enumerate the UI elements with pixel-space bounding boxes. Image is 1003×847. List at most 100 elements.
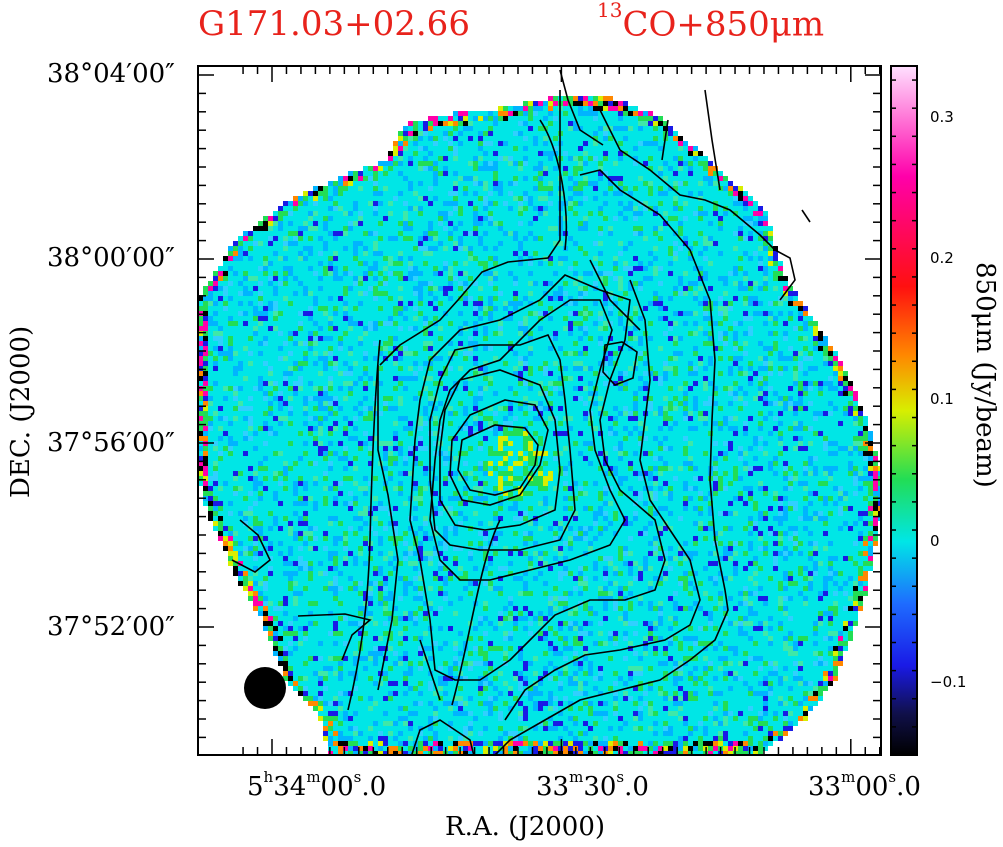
heatmap-pixel	[628, 146, 633, 151]
heatmap-pixel	[508, 281, 513, 286]
heatmap-pixel	[453, 221, 458, 226]
heatmap-pixel	[548, 96, 553, 101]
heatmap-pixel	[258, 266, 263, 271]
heatmap-pixel	[738, 266, 743, 271]
heatmap-pixel	[648, 326, 653, 331]
heatmap-pixel	[508, 166, 513, 171]
heatmap-pixel	[358, 281, 363, 286]
heatmap-pixel	[498, 251, 503, 256]
heatmap-pixel	[698, 281, 703, 286]
heatmap-pixel	[753, 266, 758, 271]
heatmap-pixel	[198, 361, 203, 366]
heatmap-pixel	[603, 211, 608, 216]
heatmap-pixel	[623, 266, 628, 271]
heatmap-pixel	[573, 111, 578, 116]
heatmap-pixel	[308, 311, 313, 316]
heatmap-pixel	[568, 326, 573, 331]
heatmap-pixel	[563, 356, 568, 361]
heatmap-pixel	[598, 206, 603, 211]
heatmap-pixel	[623, 231, 628, 236]
heatmap-pixel	[323, 311, 328, 316]
heatmap-pixel	[498, 156, 503, 161]
heatmap-pixel	[648, 236, 653, 241]
heatmap-pixel	[333, 241, 338, 246]
heatmap-pixel	[273, 221, 278, 226]
heatmap-pixel	[618, 311, 623, 316]
heatmap-pixel	[658, 321, 663, 326]
heatmap-pixel	[538, 241, 543, 246]
heatmap-pixel	[518, 181, 523, 186]
heatmap-pixel	[553, 331, 558, 336]
heatmap-pixel	[383, 166, 388, 171]
heatmap-pixel	[508, 306, 513, 311]
heatmap-image	[198, 96, 881, 755]
heatmap-pixel	[258, 361, 263, 366]
heatmap-pixel	[248, 261, 253, 266]
heatmap-pixel	[353, 201, 358, 206]
heatmap-pixel	[503, 346, 508, 351]
heatmap-pixel	[683, 236, 688, 241]
heatmap-pixel	[688, 336, 693, 341]
heatmap-pixel	[458, 311, 463, 316]
heatmap-pixel	[578, 196, 583, 201]
heatmap-pixel	[638, 126, 643, 131]
heatmap-pixel	[498, 301, 503, 306]
heatmap-pixel	[598, 131, 603, 136]
heatmap-pixel	[198, 316, 203, 321]
heatmap-pixel	[493, 296, 498, 301]
heatmap-pixel	[323, 256, 328, 261]
heatmap-pixel	[243, 346, 248, 351]
heatmap-pixel	[513, 351, 518, 356]
heatmap-pixel	[488, 286, 493, 291]
heatmap-pixel	[708, 211, 713, 216]
heatmap-pixel	[583, 166, 588, 171]
heatmap-pixel	[528, 251, 533, 256]
heatmap-pixel	[403, 276, 408, 281]
heatmap-pixel	[308, 341, 313, 346]
heatmap-pixel	[463, 221, 468, 226]
heatmap-pixel	[673, 331, 678, 336]
heatmap-pixel	[678, 191, 683, 196]
heatmap-pixel	[308, 261, 313, 266]
heatmap-pixel	[718, 311, 723, 316]
heatmap-pixel	[408, 346, 413, 351]
heatmap-pixel	[388, 316, 393, 321]
heatmap-pixel	[723, 336, 728, 341]
heatmap-pixel	[583, 246, 588, 251]
heatmap-pixel	[498, 171, 503, 176]
heatmap-pixel	[333, 221, 338, 226]
heatmap-pixel	[628, 246, 633, 251]
heatmap-pixel	[363, 211, 368, 216]
heatmap-pixel	[253, 296, 258, 301]
heatmap-pixel	[483, 246, 488, 251]
heatmap-pixel	[508, 271, 513, 276]
heatmap-pixel	[258, 226, 263, 231]
heatmap-pixel	[558, 286, 563, 291]
heatmap-pixel	[668, 141, 673, 146]
heatmap-pixel	[513, 276, 518, 281]
heatmap-pixel	[673, 321, 678, 326]
heatmap-pixel	[208, 296, 213, 301]
heatmap-pixel	[678, 266, 683, 271]
heatmap-pixel	[388, 241, 393, 246]
heatmap-pixel	[273, 216, 278, 221]
heatmap-pixel	[623, 251, 628, 256]
heatmap-pixel	[223, 336, 228, 341]
heatmap-pixel	[608, 321, 613, 326]
heatmap-pixel	[568, 111, 573, 116]
heatmap-pixel	[793, 321, 798, 326]
heatmap-pixel	[408, 246, 413, 251]
heatmap-pixel	[693, 166, 698, 171]
heatmap-pixel	[233, 281, 238, 286]
heatmap-pixel	[458, 316, 463, 321]
heatmap-pixel	[683, 266, 688, 271]
heatmap-pixel	[473, 351, 478, 356]
heatmap-pixel	[258, 271, 263, 276]
heatmap-pixel	[553, 341, 558, 346]
heatmap-pixel	[493, 231, 498, 236]
heatmap-pixel	[533, 221, 538, 226]
heatmap-pixel	[438, 356, 443, 361]
heatmap-pixel	[328, 311, 333, 316]
heatmap-pixel	[663, 351, 668, 356]
heatmap-pixel	[453, 251, 458, 256]
